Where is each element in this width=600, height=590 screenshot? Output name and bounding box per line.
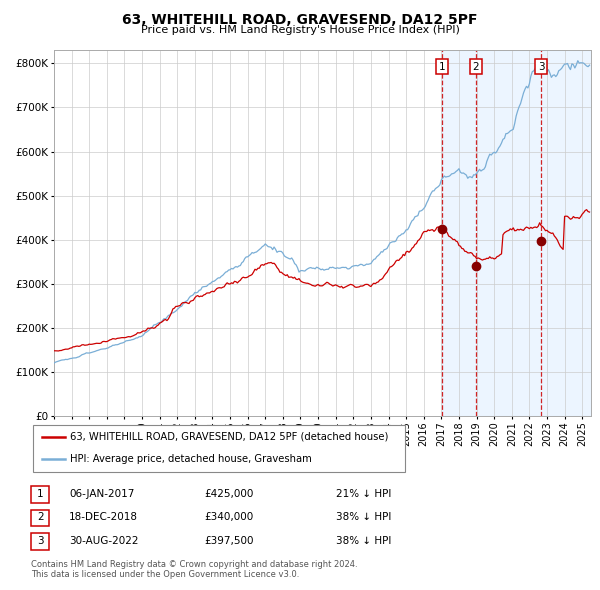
Text: 63, WHITEHILL ROAD, GRAVESEND, DA12 5PF (detached house): 63, WHITEHILL ROAD, GRAVESEND, DA12 5PF … — [70, 432, 389, 441]
Text: 38% ↓ HPI: 38% ↓ HPI — [336, 513, 391, 522]
Text: £397,500: £397,500 — [204, 536, 254, 546]
Text: 30-AUG-2022: 30-AUG-2022 — [69, 536, 139, 546]
Text: 2: 2 — [473, 61, 479, 71]
Text: Price paid vs. HM Land Registry's House Price Index (HPI): Price paid vs. HM Land Registry's House … — [140, 25, 460, 35]
Text: Contains HM Land Registry data © Crown copyright and database right 2024.
This d: Contains HM Land Registry data © Crown c… — [31, 560, 358, 579]
Text: 1: 1 — [37, 489, 44, 499]
Text: 2: 2 — [37, 513, 44, 522]
Text: 63, WHITEHILL ROAD, GRAVESEND, DA12 5PF: 63, WHITEHILL ROAD, GRAVESEND, DA12 5PF — [122, 13, 478, 27]
Text: 18-DEC-2018: 18-DEC-2018 — [69, 513, 138, 522]
Text: 1: 1 — [439, 61, 445, 71]
Text: 21% ↓ HPI: 21% ↓ HPI — [336, 489, 391, 499]
Text: 3: 3 — [538, 61, 544, 71]
Text: 3: 3 — [37, 536, 44, 546]
Text: HPI: Average price, detached house, Gravesham: HPI: Average price, detached house, Grav… — [70, 454, 312, 464]
Text: 38% ↓ HPI: 38% ↓ HPI — [336, 536, 391, 546]
Bar — [442, 50, 591, 416]
Text: £425,000: £425,000 — [204, 489, 253, 499]
FancyBboxPatch shape — [33, 425, 405, 472]
Text: 06-JAN-2017: 06-JAN-2017 — [69, 489, 134, 499]
Text: £340,000: £340,000 — [204, 513, 253, 522]
